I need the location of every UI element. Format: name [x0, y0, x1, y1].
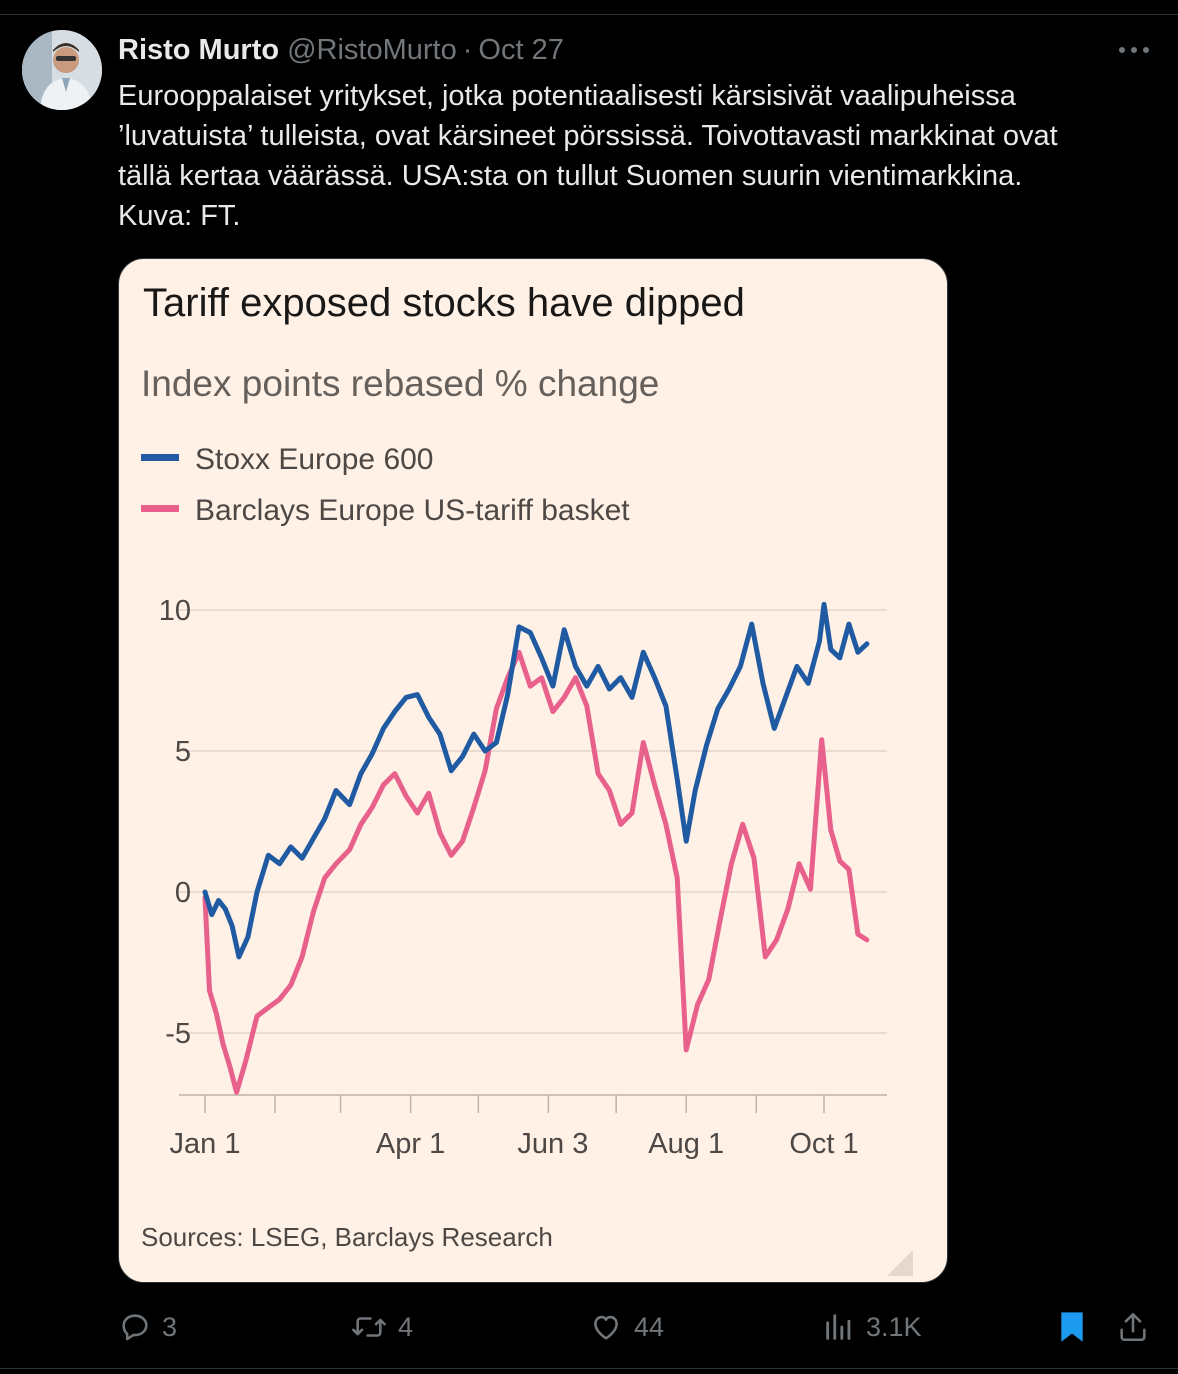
- share-button[interactable]: [1116, 1304, 1160, 1350]
- heart-icon: [594, 1315, 618, 1340]
- views-count: 3.1K: [866, 1311, 922, 1342]
- chart-subtitle: Index points rebased % change: [141, 363, 659, 404]
- more-horizontal-icon: [1119, 47, 1149, 53]
- chart-canvas: Tariff exposed stocks have dipped Index …: [141, 281, 913, 1276]
- reply-icon: [122, 1314, 148, 1341]
- avatar-image: [22, 30, 102, 110]
- tweet-date[interactable]: Oct 27: [478, 33, 564, 66]
- legend-label-stoxx: Stoxx Europe 600: [195, 443, 434, 476]
- tweet-text-line: Kuva: FT.: [118, 200, 241, 232]
- views-button[interactable]: 3.1K: [822, 1304, 922, 1350]
- legend-swatch-stoxx: [141, 454, 179, 461]
- y-tick-label: 5: [175, 736, 191, 768]
- like-count: 44: [634, 1311, 665, 1342]
- repost-icon: [352, 1317, 386, 1337]
- more-options-button[interactable]: [1112, 36, 1156, 64]
- chart-source: Sources: LSEG, Barclays Research: [141, 1222, 553, 1252]
- series-line-stoxx: [202, 601, 870, 960]
- tweet-text-line: Eurooppalaiset yritykset, jotka potentia…: [118, 80, 1016, 112]
- top-divider: [0, 14, 1178, 15]
- bookmark-icon: [1061, 1312, 1083, 1342]
- reply-button[interactable]: 3: [118, 1304, 177, 1350]
- legend-label-tariff-basket: Barclays Europe US-tariff basket: [195, 494, 630, 527]
- tweet-text: Eurooppalaiset yritykset, jotka potentia…: [118, 76, 1158, 236]
- x-tick-label: Oct 1: [789, 1128, 858, 1160]
- tweet-action-bar: 3 4 44 3.1K: [118, 1304, 1158, 1350]
- separator-dot: ·: [462, 33, 473, 66]
- views-icon: [826, 1314, 851, 1340]
- repost-button[interactable]: 4: [350, 1304, 413, 1350]
- author-name[interactable]: Risto Murto: [118, 33, 280, 66]
- tweet-text-line: ’luvatuista’ tulleista, ovat kärsineet p…: [118, 120, 1058, 152]
- share-icon: [1120, 1312, 1146, 1342]
- chart-title: Tariff exposed stocks have dipped: [143, 281, 745, 325]
- resize-corner-icon: [887, 1250, 913, 1276]
- tweet-text-line: tällä kertaa väärässä. USA:sta on tullut…: [118, 160, 1023, 192]
- bottom-divider: [0, 1368, 1178, 1369]
- x-tick-label: Aug 1: [648, 1128, 724, 1160]
- x-tick-label: Jun 3: [517, 1128, 588, 1160]
- author-handle[interactable]: @RistoMurto: [287, 33, 457, 66]
- legend-swatch-tariff-basket: [141, 505, 179, 512]
- tweet-header: Risto Murto @RistoMurto · Oct 27: [118, 30, 564, 70]
- tweet-media-chart[interactable]: Tariff exposed stocks have dipped Index …: [118, 258, 948, 1283]
- like-button[interactable]: 44: [588, 1304, 664, 1350]
- y-tick-label: 0: [175, 877, 191, 909]
- y-tick-label: 10: [159, 595, 191, 627]
- x-tick-label: Apr 1: [376, 1128, 445, 1160]
- x-tick-label: Jan 1: [170, 1128, 241, 1160]
- repost-count: 4: [398, 1311, 414, 1342]
- reply-count: 3: [162, 1311, 178, 1342]
- bookmark-button[interactable]: [1056, 1304, 1098, 1350]
- y-tick-label: -5: [165, 1018, 191, 1050]
- series-line-tariff-basket: [202, 649, 870, 1095]
- avatar[interactable]: [22, 30, 102, 110]
